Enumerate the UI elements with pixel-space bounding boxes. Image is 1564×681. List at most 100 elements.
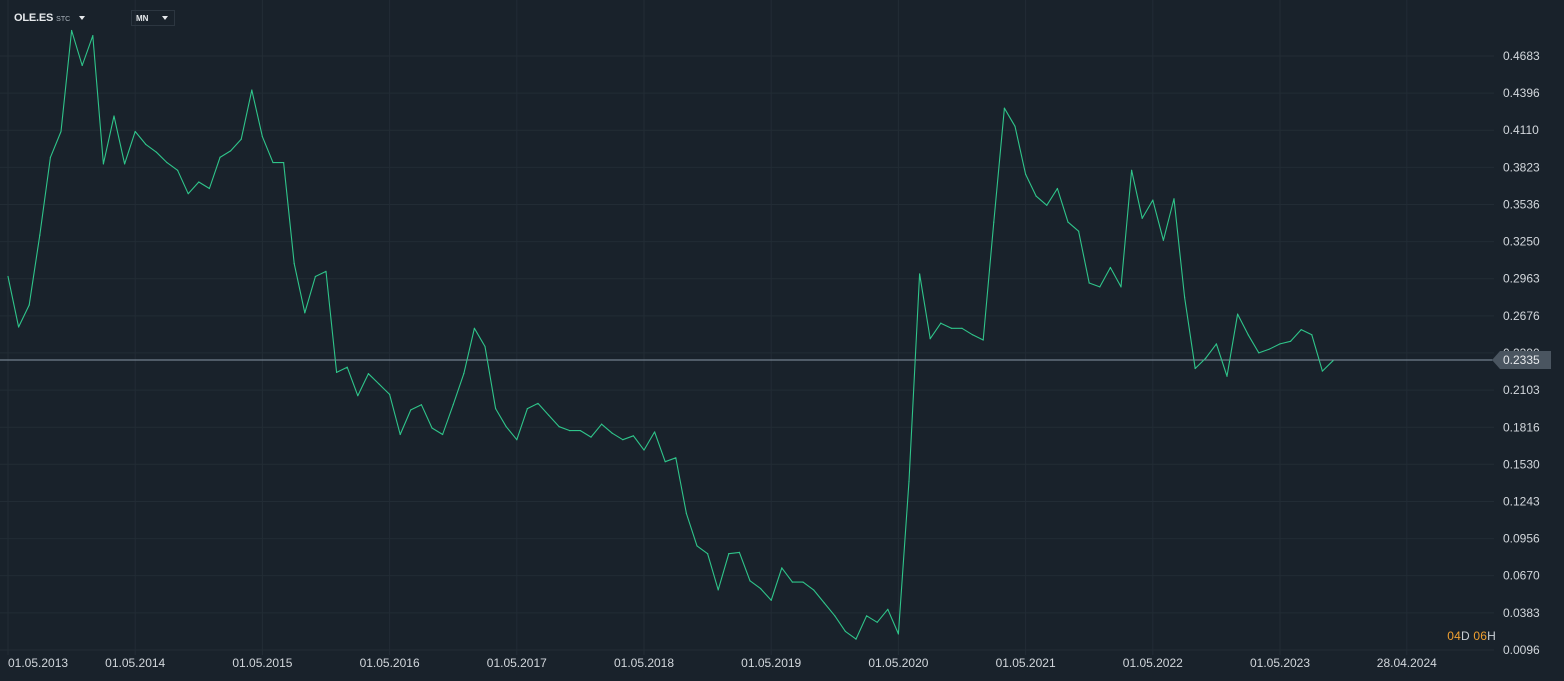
data-point — [60, 130, 62, 133]
data-point — [866, 615, 868, 617]
data-point — [834, 615, 836, 617]
data-point — [632, 435, 635, 437]
data-point — [378, 383, 380, 385]
data-point — [251, 89, 253, 91]
y-tick-label: 0.0670 — [1503, 569, 1540, 583]
data-point — [1131, 169, 1133, 171]
data-point — [781, 567, 783, 569]
x-tick-label: 01.05.2016 — [360, 656, 420, 670]
data-point — [897, 633, 900, 635]
data-point — [505, 426, 507, 428]
data-point — [18, 326, 20, 328]
x-tick-label: 28.04.2024 — [1377, 656, 1437, 670]
data-point — [1279, 343, 1281, 345]
data-point — [1099, 286, 1101, 288]
symbol-name: OLE.ES — [14, 12, 54, 24]
data-point — [463, 373, 465, 375]
price-series — [7, 29, 1334, 640]
data-point — [452, 404, 454, 406]
data-point — [1226, 375, 1228, 377]
data-point — [1162, 239, 1164, 241]
y-tick-label: 0.3536 — [1503, 198, 1540, 212]
data-point — [1109, 266, 1111, 269]
data-point — [484, 345, 486, 348]
data-point — [113, 115, 115, 117]
data-point — [1173, 198, 1175, 200]
data-point — [982, 339, 984, 341]
countdown-hours: 06 — [1473, 629, 1488, 643]
series-line — [7, 29, 1334, 640]
data-point — [526, 408, 529, 410]
time-axis[interactable]: 01.05.2013 01.05.2014 01.05.2015 01.05.2016… — [8, 656, 1437, 670]
data-point — [1332, 360, 1334, 362]
data-point — [28, 304, 30, 306]
data-point — [155, 151, 157, 153]
data-point — [431, 427, 433, 429]
data-point — [844, 630, 847, 632]
y-tick-label: 0.0956 — [1503, 532, 1540, 546]
data-point — [71, 29, 73, 32]
data-point — [261, 136, 263, 138]
data-point — [993, 221, 995, 223]
interval-selector[interactable]: MN — [131, 10, 175, 26]
data-point — [325, 270, 327, 272]
data-point — [950, 327, 953, 329]
data-point — [1078, 230, 1080, 232]
x-tick-label: 01.05.2022 — [1123, 656, 1183, 670]
data-point — [664, 461, 666, 463]
data-point — [516, 439, 518, 441]
data-point — [823, 602, 825, 604]
countdown-days-unit: D — [1460, 629, 1470, 643]
data-point — [1247, 334, 1249, 336]
price-tag-background — [1492, 351, 1551, 370]
data-point — [940, 322, 942, 324]
data-point — [1258, 352, 1260, 354]
data-point — [420, 404, 422, 406]
symbol-selector[interactable]: OLE.ES STC — [14, 10, 86, 26]
data-point — [187, 193, 189, 195]
y-tick-label: 0.4683 — [1503, 49, 1540, 63]
data-point — [208, 187, 210, 190]
data-point — [1300, 329, 1302, 331]
chevron-down-icon — [79, 16, 86, 20]
x-tick-label: 01.05.2020 — [868, 656, 928, 670]
data-point — [1056, 187, 1058, 190]
data-point — [7, 275, 9, 278]
x-tick-label: 01.05.2023 — [1250, 656, 1310, 670]
data-point — [442, 433, 444, 436]
data-point — [230, 150, 232, 152]
data-point — [961, 327, 963, 329]
data-point — [92, 35, 94, 37]
data-point — [590, 436, 592, 438]
x-tick-label: 01.05.2018 — [614, 656, 674, 670]
data-point — [1215, 343, 1217, 345]
data-point — [198, 181, 200, 183]
chevron-down-icon — [162, 16, 169, 20]
data-point — [887, 608, 889, 610]
data-point — [410, 409, 412, 411]
data-point — [548, 414, 550, 416]
data-point — [643, 449, 645, 451]
data-point — [579, 430, 582, 432]
y-tick-label: 0.4110 — [1503, 123, 1539, 137]
data-point — [601, 423, 603, 425]
data-point — [49, 156, 52, 158]
current-price-tag: 0.2335 — [1492, 351, 1551, 370]
y-tick-label: 0.1530 — [1503, 457, 1540, 471]
data-point — [558, 426, 560, 428]
data-point — [696, 545, 698, 547]
data-point — [908, 480, 910, 482]
data-point — [81, 64, 83, 67]
data-point — [622, 439, 624, 441]
data-point — [283, 161, 285, 164]
data-point — [1237, 313, 1239, 315]
data-point — [929, 338, 931, 340]
data-point — [1152, 199, 1154, 201]
horizontal-grid — [0, 55, 1494, 651]
data-point — [134, 130, 136, 133]
data-point — [39, 234, 41, 236]
data-point — [367, 373, 369, 375]
y-tick-label: 0.4396 — [1503, 86, 1540, 100]
